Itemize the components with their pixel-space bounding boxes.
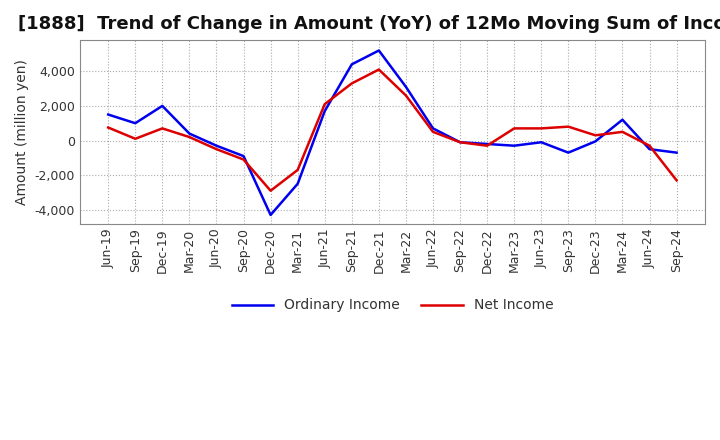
Ordinary Income	[428, 126, 437, 131]
Net Income	[104, 125, 112, 130]
Net Income	[320, 102, 329, 107]
Net Income	[672, 178, 681, 183]
Ordinary Income	[645, 147, 654, 152]
Net Income	[266, 188, 275, 193]
Y-axis label: Amount (million yen): Amount (million yen)	[15, 59, 29, 205]
Ordinary Income	[212, 143, 221, 148]
Net Income	[483, 143, 492, 148]
Ordinary Income	[158, 103, 166, 109]
Ordinary Income	[672, 150, 681, 155]
Ordinary Income	[537, 139, 546, 145]
Line: Net Income: Net Income	[108, 70, 677, 191]
Net Income	[212, 147, 221, 152]
Ordinary Income	[320, 108, 329, 114]
Title: [1888]  Trend of Change in Amount (YoY) of 12Mo Moving Sum of Incomes: [1888] Trend of Change in Amount (YoY) o…	[18, 15, 720, 33]
Net Income	[618, 129, 627, 135]
Net Income	[456, 139, 464, 145]
Net Income	[428, 129, 437, 135]
Net Income	[158, 126, 166, 131]
Ordinary Income	[185, 131, 194, 136]
Net Income	[348, 81, 356, 86]
Ordinary Income	[618, 117, 627, 122]
Net Income	[537, 126, 546, 131]
Net Income	[374, 67, 383, 72]
Ordinary Income	[402, 84, 410, 89]
Ordinary Income	[348, 62, 356, 67]
Legend: Ordinary Income, Net Income: Ordinary Income, Net Income	[226, 293, 559, 318]
Ordinary Income	[239, 154, 248, 159]
Line: Ordinary Income: Ordinary Income	[108, 51, 677, 215]
Net Income	[510, 126, 518, 131]
Ordinary Income	[456, 139, 464, 145]
Ordinary Income	[104, 112, 112, 117]
Net Income	[564, 124, 572, 129]
Net Income	[185, 134, 194, 139]
Net Income	[645, 143, 654, 148]
Net Income	[239, 157, 248, 162]
Ordinary Income	[483, 141, 492, 147]
Net Income	[131, 136, 140, 141]
Ordinary Income	[564, 150, 572, 155]
Ordinary Income	[131, 121, 140, 126]
Ordinary Income	[374, 48, 383, 53]
Net Income	[402, 93, 410, 98]
Ordinary Income	[510, 143, 518, 148]
Net Income	[293, 167, 302, 172]
Ordinary Income	[266, 213, 275, 218]
Ordinary Income	[293, 181, 302, 187]
Net Income	[591, 133, 600, 138]
Ordinary Income	[591, 139, 600, 144]
